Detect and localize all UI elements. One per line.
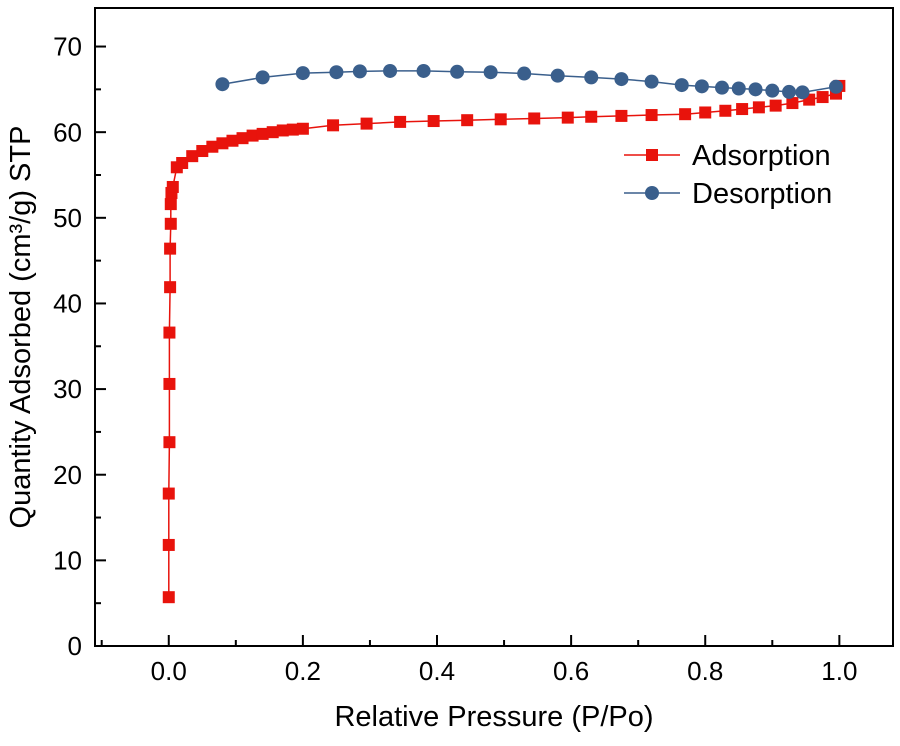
y-tick-label: 40 — [53, 289, 82, 319]
series-adsorption-point — [162, 487, 175, 500]
series-adsorption-point — [699, 106, 712, 119]
series-desorption-point — [483, 65, 498, 80]
series-desorption-point — [748, 82, 763, 97]
series-adsorption-point — [164, 242, 177, 255]
series-adsorption-point — [286, 123, 299, 136]
series-desorption-point — [795, 85, 810, 100]
y-tick-label: 70 — [53, 32, 82, 62]
series-adsorption-point — [360, 117, 373, 130]
series-adsorption-point — [226, 134, 239, 147]
x-tick-label: 1.0 — [821, 656, 857, 686]
series-desorption-point — [352, 64, 367, 79]
y-tick-label: 10 — [53, 545, 82, 575]
series-adsorption-point — [164, 217, 177, 230]
series-desorption-point — [329, 65, 344, 80]
series-adsorption-point — [528, 112, 541, 125]
x-tick-label: 0.6 — [553, 656, 589, 686]
y-tick-label: 0 — [68, 631, 82, 661]
series-adsorption-point — [166, 180, 179, 193]
series-adsorption-point — [816, 91, 829, 104]
series-adsorption-point — [736, 103, 749, 116]
series-desorption-point — [674, 78, 689, 93]
series-adsorption-point — [164, 281, 177, 294]
series-adsorption-point — [327, 119, 340, 132]
series-adsorption-point — [719, 104, 732, 117]
series-adsorption-point — [176, 157, 189, 170]
series-adsorption-point — [461, 114, 474, 127]
series-adsorption-point — [216, 137, 229, 150]
y-tick-label: 30 — [53, 374, 82, 404]
series-adsorption-point — [163, 377, 176, 390]
x-tick-label: 0.8 — [687, 656, 723, 686]
series-desorption-point — [644, 74, 659, 89]
series-desorption-point — [694, 79, 709, 94]
series-desorption-point — [715, 80, 729, 95]
x-tick-label: 0.4 — [419, 656, 455, 686]
x-axis-title: Relative Pressure (P/Po) — [334, 701, 653, 733]
series-adsorption-point — [494, 113, 507, 126]
series-adsorption-point — [256, 127, 269, 140]
series-adsorption-point — [206, 140, 219, 153]
series-adsorption-point — [276, 124, 289, 137]
series-desorption-point — [215, 77, 230, 92]
series-desorption-point — [416, 63, 431, 78]
series-adsorption-point — [162, 538, 175, 551]
x-tick-label: 0.0 — [151, 656, 187, 686]
series-adsorption-point — [645, 109, 658, 122]
series-desorption-point — [829, 79, 843, 94]
series-desorption-point — [295, 66, 310, 81]
series-adsorption-point — [162, 591, 175, 604]
series-desorption-point — [383, 63, 398, 78]
series-adsorption-point — [246, 129, 259, 142]
series-desorption-point — [255, 70, 270, 85]
series-adsorption-point — [427, 115, 440, 128]
series-adsorption-point — [394, 115, 407, 128]
series-adsorption-point — [752, 101, 765, 114]
legend-marker-circle — [645, 186, 659, 200]
y-tick-label: 50 — [53, 203, 82, 233]
series-adsorption-point — [186, 150, 199, 163]
series-adsorption-point — [296, 122, 309, 135]
y-axis-title: Quantity Adsorbed (cm³/g) STP — [5, 126, 37, 529]
series-adsorption-point — [163, 436, 176, 449]
y-tick-label: 20 — [53, 460, 82, 490]
series-adsorption-point — [236, 132, 249, 145]
x-tick-label: 0.2 — [285, 656, 321, 686]
legend-item-label: Desorption — [692, 178, 832, 210]
series-desorption-point — [614, 72, 629, 87]
y-tick-label: 60 — [53, 117, 82, 147]
series-desorption-point — [517, 66, 532, 81]
series-desorption-point — [765, 83, 780, 98]
series-adsorption-point — [266, 126, 279, 139]
series-adsorption-point — [769, 99, 782, 112]
series-adsorption-point — [585, 110, 598, 123]
series-adsorption-point — [615, 109, 628, 122]
series-desorption-point — [450, 64, 465, 79]
series-desorption-point — [731, 81, 746, 96]
series-adsorption-point — [561, 111, 574, 124]
plot-frame — [94, 7, 894, 647]
series-desorption-point — [584, 70, 599, 85]
series-adsorption-point — [196, 145, 209, 158]
series-desorption-point — [550, 68, 565, 83]
legend-item-label: Adsorption — [692, 140, 831, 172]
series-adsorption-point — [786, 97, 799, 110]
series-desorption-point — [782, 84, 797, 99]
series-adsorption-point — [679, 108, 692, 121]
series-adsorption-point — [164, 198, 177, 211]
series-adsorption-point — [163, 326, 176, 339]
legend-marker-square — [646, 149, 658, 161]
